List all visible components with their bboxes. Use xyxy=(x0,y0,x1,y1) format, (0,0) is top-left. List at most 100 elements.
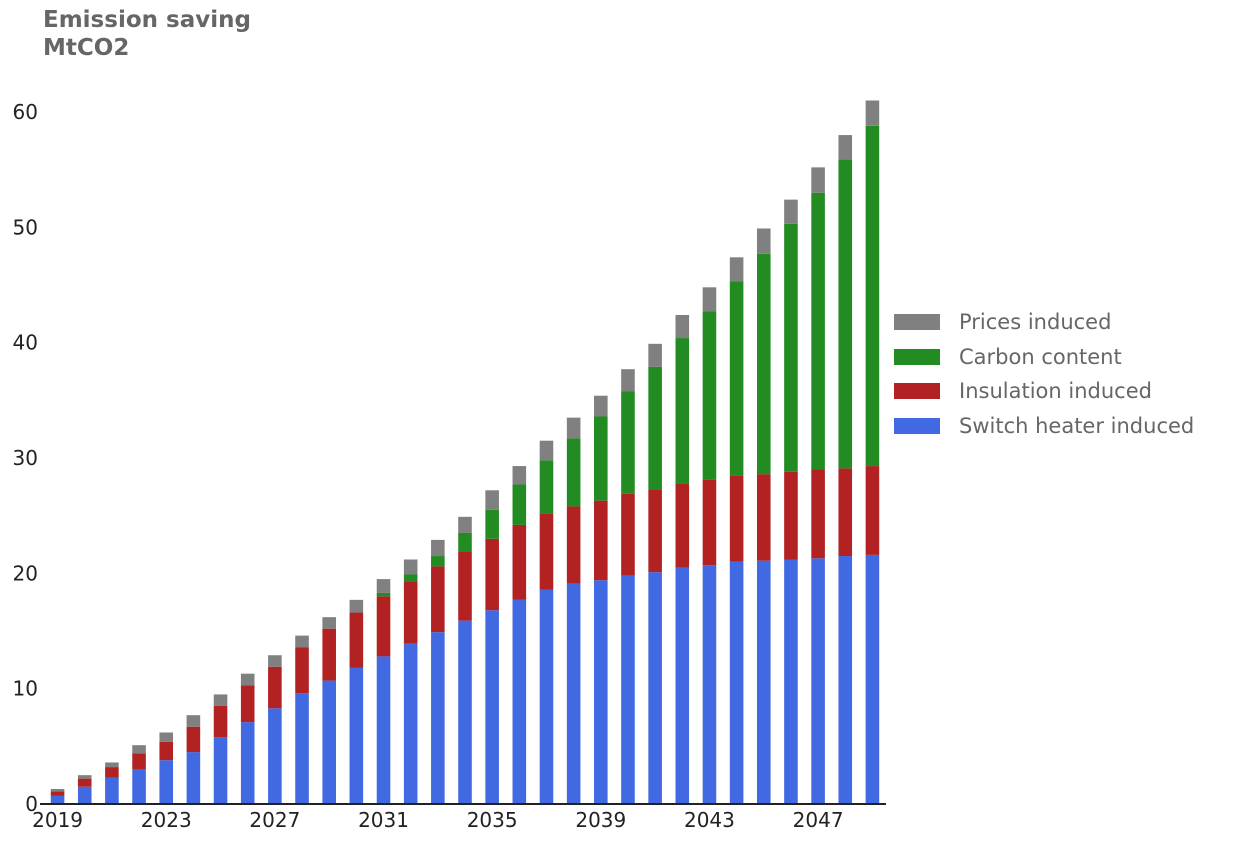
bar-segment-2032-s0 xyxy=(403,643,418,804)
bar-segment-2021-s3 xyxy=(105,762,119,768)
bar-segment-2036-s0 xyxy=(512,599,527,804)
bar-segment-2045-s3 xyxy=(756,228,771,254)
bar-segment-2042-s0 xyxy=(675,567,690,804)
bar-segment-2045-s1 xyxy=(756,474,771,561)
bar-segment-2046-s2 xyxy=(784,223,798,472)
bar-segment-2035-s1 xyxy=(485,538,499,611)
legend-item: Insulation induced xyxy=(894,374,1194,409)
bar-segment-2043-s2 xyxy=(702,311,717,480)
x-tick-label: 2047 xyxy=(793,808,844,832)
bar-segment-2023-s3 xyxy=(159,732,174,742)
bar-segment-2038-s3 xyxy=(566,417,581,439)
bar-segment-2049-s0 xyxy=(865,554,880,804)
bar-segment-2021-s0 xyxy=(105,777,119,804)
y-tick-label: 10 xyxy=(13,677,38,701)
bar-segment-2037-s0 xyxy=(539,589,554,804)
bar-segment-2044-s1 xyxy=(729,475,744,562)
y-tick-label: 50 xyxy=(13,215,38,239)
bar-segment-2047-s1 xyxy=(811,469,825,559)
y-tick-label: 20 xyxy=(13,561,38,585)
legend-swatch xyxy=(894,348,940,365)
bar-segment-2035-s0 xyxy=(485,610,499,804)
legend-item: Carbon content xyxy=(894,340,1194,375)
bar-segment-2040-s2 xyxy=(621,391,635,494)
bar-segment-2033-s0 xyxy=(431,632,445,804)
bar-segment-2049-s1 xyxy=(865,466,880,555)
bar-segment-2048-s2 xyxy=(838,159,853,469)
bar-segment-2043-s1 xyxy=(702,479,717,566)
x-tick-label: 2043 xyxy=(684,808,735,832)
bar-segment-2048-s0 xyxy=(838,556,853,804)
x-tick-label: 2019 xyxy=(32,808,83,832)
bar-segment-2039-s1 xyxy=(594,500,608,581)
bar-segment-2033-s3 xyxy=(431,539,445,557)
legend-swatch xyxy=(894,314,940,331)
bar-segment-2026-s3 xyxy=(240,673,255,686)
bar-segment-2030-s3 xyxy=(349,599,364,613)
bar-segment-2022-s0 xyxy=(132,769,146,804)
bar-segment-2043-s0 xyxy=(702,565,717,804)
bar-segment-2047-s0 xyxy=(811,558,825,804)
bar-segment-2034-s1 xyxy=(458,551,472,621)
bar-segment-2032-s1 xyxy=(403,581,418,644)
bar-segment-2032-s2 xyxy=(403,574,418,582)
bar-segment-2042-s1 xyxy=(675,483,690,568)
bar-segment-2020-s3 xyxy=(77,775,92,779)
bar-segment-2024-s1 xyxy=(186,726,201,753)
bar-segment-2036-s3 xyxy=(512,466,527,485)
chart-title-block: Emission saving MtCO2 xyxy=(43,6,251,62)
bar-segment-2036-s1 xyxy=(512,524,527,600)
bar-segment-2039-s2 xyxy=(594,416,608,501)
x-tick-label: 2027 xyxy=(249,808,300,832)
bar-segment-2037-s3 xyxy=(539,440,554,461)
bar-segment-2045-s2 xyxy=(756,253,771,475)
bar-segment-2046-s0 xyxy=(784,559,798,804)
bar-segment-2049-s3 xyxy=(865,100,880,126)
bar-segment-2037-s1 xyxy=(539,513,554,590)
bar-segment-2045-s0 xyxy=(756,560,771,804)
bar-segment-2035-s2 xyxy=(485,509,499,539)
bar-segment-2044-s0 xyxy=(729,561,744,804)
bar-segment-2046-s1 xyxy=(784,471,798,560)
bar-segment-2031-s0 xyxy=(376,656,391,804)
legend-item: Prices induced xyxy=(894,305,1194,340)
bar-segment-2025-s1 xyxy=(213,705,228,738)
bar-segment-2028-s3 xyxy=(295,635,309,648)
bar-segment-2043-s3 xyxy=(702,287,717,312)
chart-title: Emission saving xyxy=(43,7,251,33)
bar-segment-2048-s3 xyxy=(838,135,853,160)
bar-segment-2026-s0 xyxy=(240,722,255,804)
bar-segment-2038-s1 xyxy=(566,506,581,584)
bar-segment-2029-s1 xyxy=(322,628,336,681)
bar-segment-2047-s2 xyxy=(811,192,825,470)
bars-group xyxy=(50,100,880,804)
chart-subtitle: MtCO2 xyxy=(43,35,130,61)
bar-segment-2033-s2 xyxy=(431,556,445,567)
x-axis-ticks: 2019 2023 2027 2031 2035 2039 2043 2047 xyxy=(32,808,843,832)
bar-segment-2047-s3 xyxy=(811,167,825,193)
bar-segment-2026-s1 xyxy=(240,685,255,723)
bar-segment-2031-s3 xyxy=(376,579,391,593)
legend-item: Switch heater induced xyxy=(894,409,1194,444)
bar-segment-2037-s2 xyxy=(539,460,554,514)
bar-segment-2039-s3 xyxy=(594,395,608,417)
bar-segment-2028-s1 xyxy=(295,647,309,694)
bar-segment-2027-s0 xyxy=(268,708,282,804)
bar-segment-2030-s1 xyxy=(349,612,364,668)
bar-segment-2044-s3 xyxy=(729,257,744,282)
bar-segment-2020-s0 xyxy=(77,786,92,804)
bar-segment-2024-s3 xyxy=(186,715,201,727)
bar-segment-2027-s1 xyxy=(268,666,282,709)
bar-segment-2020-s1 xyxy=(77,778,92,787)
x-tick-label: 2039 xyxy=(575,808,626,832)
bar-segment-2025-s3 xyxy=(213,694,228,706)
x-tick-label: 2035 xyxy=(467,808,518,832)
bar-segment-2024-s0 xyxy=(186,752,201,804)
bar-segment-2041-s3 xyxy=(648,343,662,367)
x-tick-label: 2023 xyxy=(141,808,192,832)
bar-segment-2029-s3 xyxy=(322,617,336,629)
bar-segment-2023-s0 xyxy=(159,760,174,804)
bar-segment-2019-s1 xyxy=(50,791,65,796)
y-tick-label: 60 xyxy=(13,100,38,124)
